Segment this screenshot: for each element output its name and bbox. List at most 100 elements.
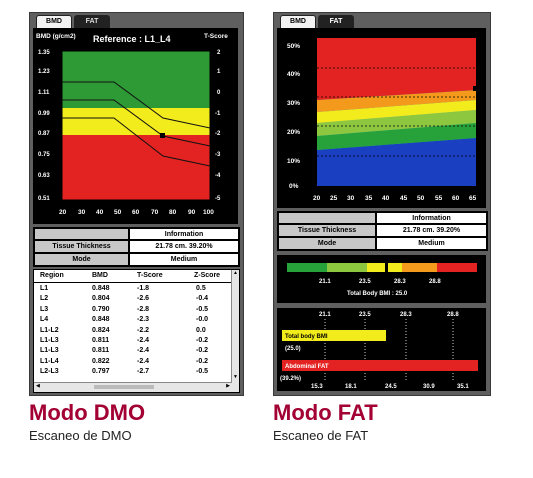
info-header: Information [129, 228, 239, 240]
table-cell: 0.797 [92, 368, 110, 376]
x-tick: 70 [151, 209, 159, 216]
total-body-bmi-value: (25.0) [285, 346, 301, 352]
top-tick: 28.8 [447, 312, 459, 318]
bmi-scale-tick: 23.5 [359, 279, 371, 285]
abdominal-fat-label: Abdominal FAT [285, 364, 329, 370]
table-cell: -0.4 [196, 295, 209, 303]
tab-bmd[interactable]: BMD [280, 15, 316, 28]
info-header: Information [376, 212, 487, 224]
fat-zone-green [317, 123, 476, 150]
table-cell: -1.8 [137, 285, 150, 292]
table-cell: -2.2 [137, 326, 150, 334]
table-row[interactable]: L1-L4 0.822 -2.4 -0.2 [34, 358, 239, 368]
mode-label: Mode [278, 237, 376, 250]
x-tick: 60 [132, 209, 140, 216]
bmi-bars-svg: 21.1 23.5 28.3 28.8 Total body BMI (25.0… [280, 312, 478, 390]
table-cell: L3 [40, 305, 49, 313]
caption-fat-title: Modo FAT [273, 400, 378, 425]
fat-info-table: Information Tissue Thickness 21.78 cm. 3… [277, 211, 488, 251]
y-tick: 0.87 [38, 131, 50, 137]
y-tick: 1.23 [38, 69, 50, 75]
table-row[interactable]: L1-L2 0.824 -2.2 0.0 [34, 327, 239, 337]
total-body-bmi-bar [282, 330, 386, 341]
col-header-bmd: BMD [92, 272, 108, 279]
caption-dmo-sub: Escaneo de DMO [29, 428, 132, 443]
patient-marker [160, 133, 165, 138]
fat-chart-svg: 50% 40% 30% 20% 10% 0% 20 25 30 35 40 45… [277, 28, 486, 208]
tab-fat[interactable]: FAT [318, 15, 354, 28]
tissue-thickness-value: 21.78 cm. 39.20% [129, 240, 239, 253]
table-cell: 0.5 [196, 285, 206, 292]
reference-line-mid [62, 99, 211, 147]
tissue-thickness-label: Tissue Thickness [278, 224, 376, 237]
table-row[interactable]: L1-L3 0.811 -2.4 -0.2 [34, 347, 239, 357]
tab-bmd[interactable]: BMD [36, 15, 72, 28]
chart-ylabel: BMD (g/cm2) [36, 33, 76, 40]
x-tick: 45 [400, 195, 408, 202]
x-tick: 90 [188, 209, 196, 216]
table-row[interactable]: L1-L3 0.811 -2.4 -0.2 [34, 337, 239, 347]
table-cell: 0.848 [92, 316, 110, 324]
mode-value: Medium [376, 237, 487, 250]
table-row[interactable]: L2-L3 0.797 -2.7 -0.5 [34, 368, 239, 378]
y-tick: 20% [287, 129, 300, 136]
y-tick: 1.35 [38, 50, 50, 56]
bottom-tick: 30.9 [423, 384, 435, 390]
table-row[interactable]: L3 0.790 -2.8 -0.5 [34, 306, 239, 316]
col-header-region: Region [40, 272, 64, 279]
bmd-panel: BMD FAT BMD (g/cm2) Reference : L1_L4 T-… [29, 12, 244, 396]
table-cell: -0.5 [196, 305, 209, 313]
bottom-tick: 35.1 [457, 384, 469, 390]
bmi-seg-green [287, 263, 327, 272]
top-tick: 23.5 [359, 312, 371, 318]
x-tick: 50 [114, 209, 122, 216]
y-tick: 40% [287, 71, 300, 78]
osteoporosis-zone [62, 135, 210, 200]
total-body-bmi-label: Total body BMI [285, 334, 328, 340]
chart-right-label: T-Score [204, 33, 228, 40]
bmi-seg-red [437, 263, 477, 272]
x-tick: 80 [169, 209, 177, 216]
t-tick: 0 [217, 90, 221, 96]
fat-chart: 50% 40% 30% 20% 10% 0% 20 25 30 35 40 45… [277, 28, 486, 208]
bmi-scale-tick: 21.1 [319, 279, 331, 285]
col-header-zscore: Z-Score [194, 272, 221, 279]
caption-dmo-title: Modo DMO [29, 400, 146, 425]
bmd-chart-svg: BMD (g/cm2) Reference : L1_L4 T-Score 1.… [33, 28, 238, 224]
y-tick: 0% [289, 183, 299, 190]
bmi-marker [385, 259, 388, 276]
top-tick: 28.3 [400, 312, 412, 318]
bmi-scale-svg: 21.1 23.5 28.3 28.8 Total Body BMI : 25.… [287, 259, 477, 297]
chart-title: Reference : L1_L4 [93, 34, 171, 44]
fat-zone-red [317, 38, 476, 100]
x-tick: 25 [330, 195, 338, 202]
y-tick: 0.75 [38, 152, 50, 158]
fat-zone-yellow [317, 100, 476, 123]
bmi-scale-tick: 28.8 [429, 279, 441, 285]
table-row[interactable]: L2 0.804 -2.6 -0.4 [34, 295, 239, 305]
tab-fat[interactable]: FAT [74, 15, 110, 28]
bottom-tick: 18.1 [345, 384, 357, 390]
table-cell: -2.8 [137, 305, 150, 313]
x-tick: 40 [96, 209, 104, 216]
t-tick: -2 [215, 131, 221, 137]
normal-zone [62, 51, 210, 108]
x-tick: 65 [469, 195, 477, 202]
table-cell: -2.7 [137, 368, 150, 376]
vertical-scrollbar[interactable]: ▲ ▼ [231, 270, 239, 392]
table-cell: L1 [40, 285, 49, 292]
table-cell: L4 [40, 316, 49, 324]
horizontal-scrollbar[interactable]: ◀ ▶ [34, 382, 232, 392]
y-tick: 0.99 [38, 111, 50, 117]
y-tick: 0.63 [38, 173, 50, 179]
t-tick: 2 [217, 50, 221, 56]
x-tick: 40 [382, 195, 390, 202]
table-cell: 0.0 [196, 326, 206, 334]
patient-marker [473, 86, 478, 91]
fat-panel: BMD FAT 50% 40% 30% 20% 10% [273, 12, 491, 396]
table-row[interactable]: L4 0.848 -2.3 -0.0 [34, 316, 239, 326]
table-cell: -0.5 [196, 368, 209, 376]
bmi-seg-lightgreen [327, 263, 367, 272]
table-row[interactable]: L1 0.848 -1.8 0.5 [34, 285, 239, 295]
abdominal-fat-bar [282, 360, 478, 371]
